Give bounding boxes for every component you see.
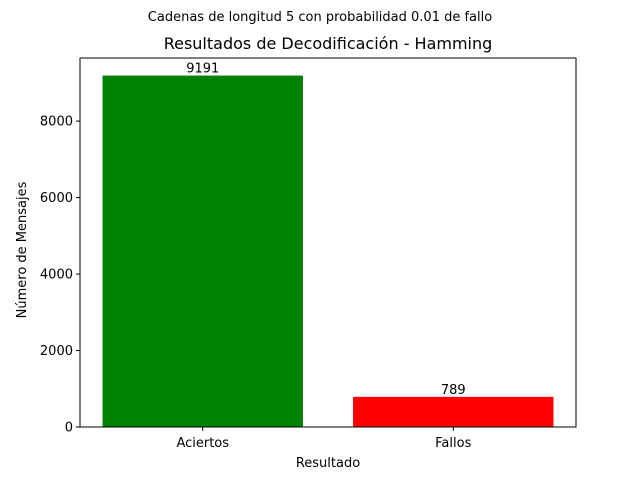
chart-title: Resultados de Decodificación - Hamming: [164, 34, 493, 53]
x-tick-label-fallos: Fallos: [435, 436, 471, 451]
bar-labels-group: 9191 789: [186, 62, 465, 398]
chart-suptitle: Cadenas de longitud 5 con probabilidad 0…: [148, 10, 492, 25]
x-tick-label-aciertos: Aciertos: [176, 436, 229, 451]
x-axis-label: Resultado: [296, 456, 360, 471]
y-tick-label: 2000: [40, 344, 73, 359]
x-axis-ticks: Aciertos Fallos: [176, 427, 472, 451]
y-axis-ticks: 0 2000 4000 6000 8000: [40, 115, 80, 436]
bar-fallos: [353, 396, 554, 427]
plot-area-frame: [79, 57, 577, 428]
bar-value-label-fallos: 789: [441, 383, 466, 398]
y-tick-label: 6000: [40, 191, 73, 206]
y-axis-label: Número de Mensajes: [15, 181, 30, 318]
y-tick-label: 8000: [40, 115, 73, 130]
bar-value-label-aciertos: 9191: [186, 62, 219, 77]
bars-group: [102, 75, 554, 428]
bar-aciertos: [102, 75, 303, 428]
y-tick-label: 4000: [40, 268, 73, 283]
y-tick-label: 0: [65, 421, 73, 436]
